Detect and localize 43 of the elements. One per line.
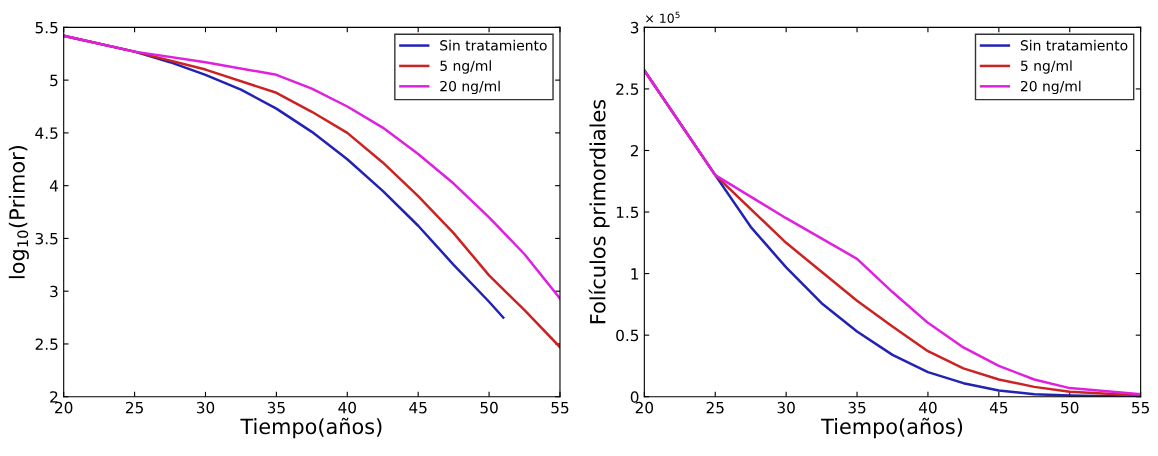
legend-label: Sin tratamiento	[440, 39, 547, 51]
x-tick-label: 30	[196, 401, 215, 414]
y-tick-label: 3.5	[35, 232, 58, 245]
x-tick-label: 40	[338, 401, 356, 414]
x-tick-label: 30	[777, 401, 795, 414]
x-tick-label: 35	[267, 401, 285, 414]
legend-label: Sin tratamiento	[1020, 39, 1128, 51]
y-tick-label: 5.5	[35, 22, 58, 34]
x-tick-label: 55	[1132, 402, 1150, 414]
x-tick-label: 45	[409, 402, 427, 414]
x-tick-label: 20	[55, 401, 73, 414]
y-tick-label: 2	[50, 391, 58, 403]
y-tick-label: 0.5	[616, 329, 639, 342]
x-tick-label: 50	[1061, 401, 1079, 414]
line-series	[63, 34, 560, 300]
legend-label: 5 ng/ml	[1021, 60, 1072, 74]
x-tick-label: 45	[989, 402, 1008, 414]
y-tick-label: 0	[630, 391, 639, 403]
legend-label: 20 ng/ml	[1020, 80, 1081, 95]
y-tick-label: 5	[50, 74, 58, 87]
x-tick-label: 20	[635, 401, 654, 414]
x-tick-label: 25	[706, 401, 724, 414]
y-tick-label: 1	[631, 268, 639, 280]
y-tick-label: 2.5	[35, 338, 58, 350]
x-tick-label: 50	[480, 401, 498, 414]
y-tick-label: 2.5	[616, 83, 639, 95]
y-axis-title: log$_{10}$(Primor)	[8, 145, 29, 279]
x-tick-label: 55	[551, 402, 569, 414]
x-tick-label: 40	[918, 401, 937, 414]
y-tick-label: 3	[50, 285, 58, 298]
x-tick-label: 35	[848, 401, 866, 414]
legend-label: 5 ng/ml	[440, 60, 491, 74]
y-tick-label: 3	[630, 21, 639, 34]
y-tick-label: 4	[49, 180, 58, 192]
text: × 10$^{5}$	[646, 11, 680, 24]
y-tick-label: 1.5	[616, 206, 639, 219]
y-axis-title: Folículos primordiales	[588, 99, 610, 324]
x-axis-title: Tiempo(años)	[240, 417, 382, 439]
y-tick-label: 4.5	[35, 127, 58, 139]
x-tick-label: 25	[125, 401, 143, 414]
legend-label: 20 ng/ml	[440, 80, 500, 95]
x-axis-title: Tiempo(años)	[821, 417, 963, 439]
y-tick-label: 2	[630, 144, 638, 157]
